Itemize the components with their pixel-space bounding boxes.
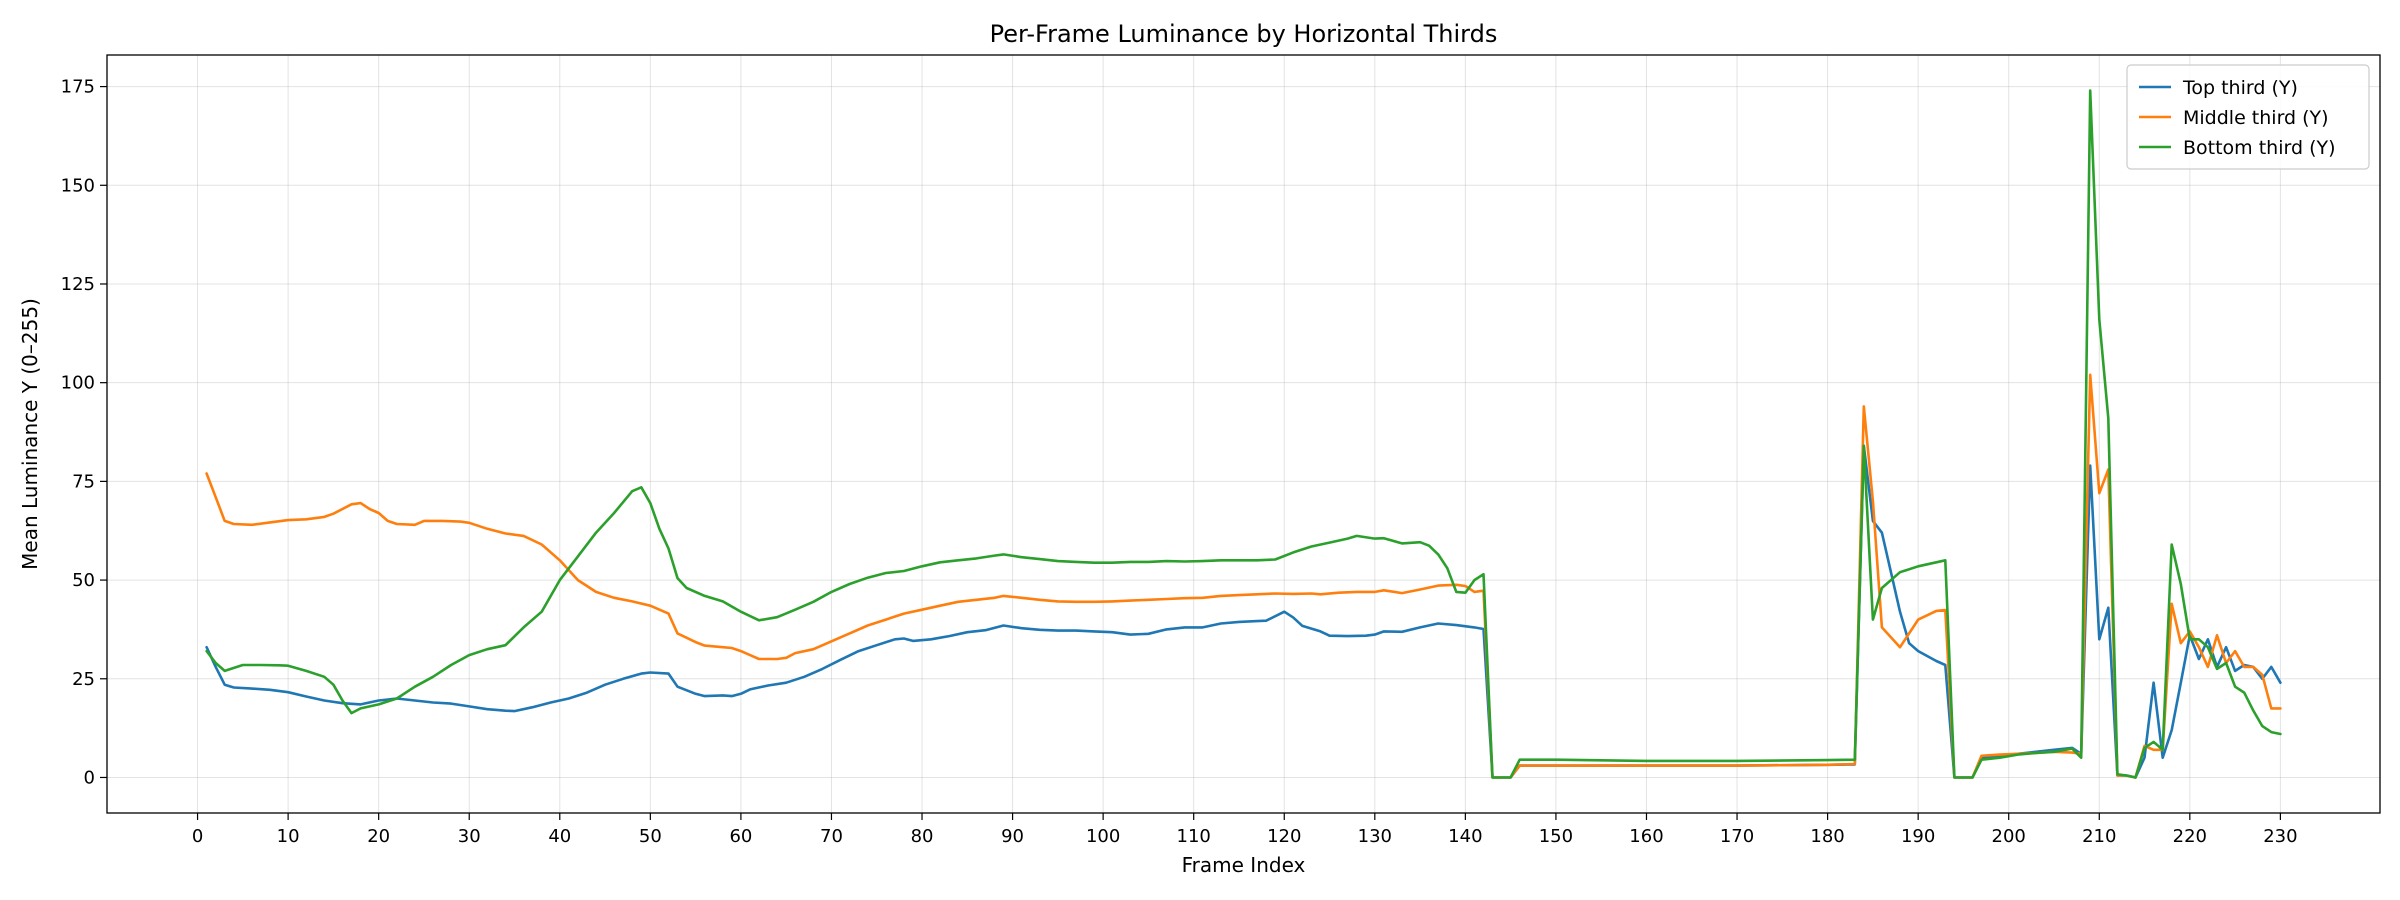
x-tick-label: 190 [1901, 826, 1935, 847]
x-tick-label: 100 [1086, 826, 1120, 847]
legend-label: Top third (Y) [2182, 77, 2298, 99]
legend-box [2126, 64, 2370, 170]
chart-title: Per-Frame Luminance by Horizontal Thirds [990, 20, 1498, 48]
y-tick-label: 25 [72, 669, 95, 690]
x-tick-label: 60 [729, 826, 752, 847]
y-tick-label: 125 [61, 274, 95, 295]
x-tick-label: 150 [1539, 826, 1573, 847]
x-tick-label: 90 [1001, 826, 1024, 847]
x-tick-label: 30 [458, 826, 481, 847]
legend-label: Bottom third (Y) [2183, 137, 2336, 159]
x-tick-label: 200 [1992, 826, 2026, 847]
legend-label: Middle third (Y) [2183, 107, 2329, 129]
x-tick-label: 110 [1177, 826, 1211, 847]
y-axis-label: Mean Luminance Y (0–255) [18, 298, 42, 570]
y-tick-label: 50 [72, 570, 95, 591]
x-tick-label: 170 [1720, 826, 1754, 847]
x-axis-label: Frame Index [1182, 853, 1306, 877]
x-tick-label: 140 [1448, 826, 1482, 847]
x-tick-label: 220 [2173, 826, 2207, 847]
series-line-3 [205, 89, 2282, 779]
x-tick-label: 70 [820, 826, 843, 847]
y-axis: 0 25 50 75 100 125 150 175 [61, 77, 107, 788]
x-tick-label: 10 [277, 826, 300, 847]
y-tick-label: 100 [61, 373, 95, 394]
x-axis: 0 10 20 30 40 50 60 70 80 90 100 110 120 130 140 150 160… [192, 813, 2298, 847]
x-tick-label: 80 [911, 826, 934, 847]
series-layer [205, 89, 2282, 779]
y-tick-label: 75 [72, 471, 95, 492]
y-tick-label: 175 [61, 77, 95, 98]
x-tick-label: 130 [1358, 826, 1392, 847]
series-line-1 [205, 444, 2282, 779]
x-tick-label: 120 [1267, 826, 1301, 847]
grid [107, 55, 2380, 813]
y-tick-label: 150 [61, 175, 95, 196]
x-tick-label: 230 [2263, 826, 2297, 847]
x-tick-label: 160 [1629, 826, 1663, 847]
x-tick-label: 40 [548, 826, 571, 847]
y-tick-label: 0 [84, 767, 95, 788]
x-tick-label: 180 [1810, 826, 1844, 847]
x-tick-label: 0 [192, 826, 203, 847]
x-tick-label: 20 [367, 826, 390, 847]
plot-frame [106, 54, 2381, 814]
x-tick-label: 210 [2082, 826, 2116, 847]
series-line-2 [205, 373, 2282, 779]
x-tick-label: 50 [639, 826, 662, 847]
legend: Top third (Y) Middle third (Y) Bottom thir… [2126, 64, 2370, 170]
